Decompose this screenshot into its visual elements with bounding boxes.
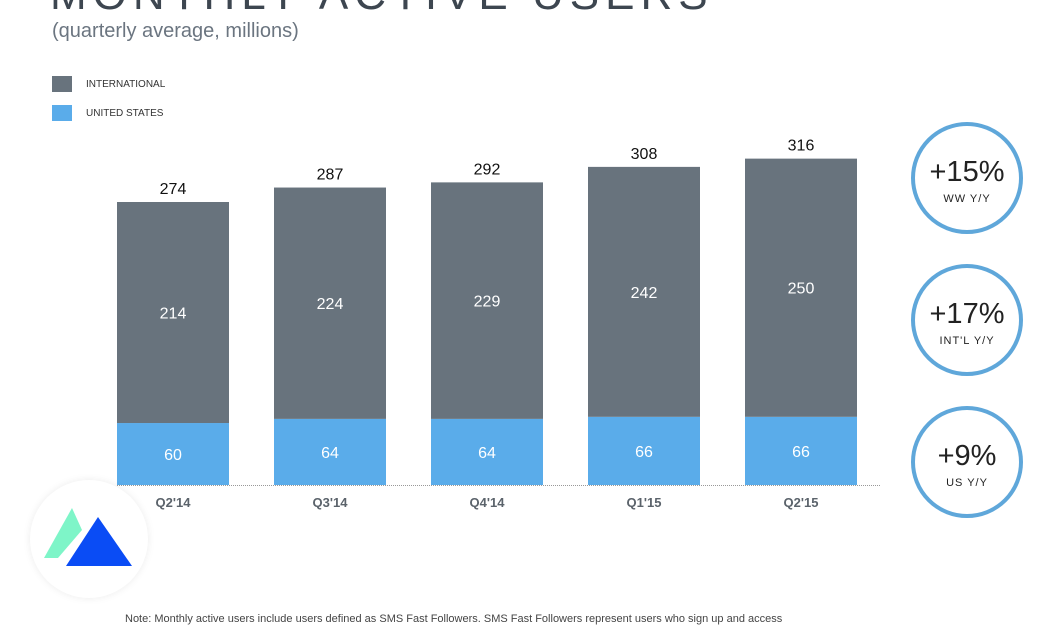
legend-item-united-states: UNITED STATES	[52, 105, 163, 121]
x-tick-label: Q2'14	[156, 495, 192, 510]
data-label-international: 250	[788, 281, 815, 298]
legend-swatch-united-states	[52, 105, 72, 121]
bar-international	[431, 182, 543, 419]
footnote: Note: Monthly active users include users…	[125, 613, 783, 625]
bar-united-states	[274, 418, 386, 485]
bar-united-states	[117, 423, 229, 485]
bar-international	[117, 202, 229, 424]
data-label-united-states: 66	[635, 444, 653, 461]
chart-subtitle: (quarterly average, millions)	[52, 20, 299, 42]
logo-icon	[44, 508, 132, 566]
callout-value: +15%	[930, 156, 1005, 188]
app-logo	[30, 480, 148, 598]
callout-ring	[911, 264, 1023, 376]
legend-item-international: INTERNATIONAL	[52, 76, 165, 92]
legend-label: INTERNATIONAL	[86, 78, 166, 90]
x-tick-label: Q2'15	[784, 495, 819, 510]
x-tick-label: Q1'15	[627, 495, 662, 510]
callout-value: +17%	[930, 298, 1005, 330]
bar-united-states	[588, 416, 700, 485]
callout-label: US Y/Y	[946, 477, 988, 489]
callout-label: INT'L Y/Y	[939, 335, 994, 347]
data-label-international: 242	[631, 285, 658, 302]
data-label-international: 214	[160, 306, 187, 323]
data-label-united-states: 64	[478, 445, 496, 462]
data-label-international: 224	[317, 296, 344, 313]
bar-international	[745, 158, 857, 417]
x-tick-label: Q3'14	[313, 495, 349, 510]
data-label-united-states: 64	[321, 445, 339, 462]
x-tick-label: Q4'14	[470, 495, 506, 510]
bar-international	[274, 187, 386, 419]
data-label-total: 292	[474, 161, 501, 178]
data-label-total: 308	[631, 146, 658, 163]
legend-swatch-international	[52, 76, 72, 92]
data-label-total: 287	[317, 167, 344, 184]
callout-ring	[911, 406, 1023, 518]
legend-label: UNITED STATES	[86, 107, 164, 119]
data-label-united-states: 60	[164, 447, 182, 464]
bar-united-states	[431, 418, 543, 485]
data-label-united-states: 66	[792, 444, 810, 461]
callout-label: WW Y/Y	[943, 193, 990, 205]
bar-international	[588, 166, 700, 417]
bar-united-states	[745, 416, 857, 485]
chart-title: MONTHLY ACTIVE USERS	[50, 0, 714, 20]
data-label-total: 316	[788, 138, 815, 155]
data-label-total: 274	[160, 181, 187, 198]
data-label-international: 229	[474, 294, 501, 311]
callout-value: +9%	[938, 440, 997, 472]
callout-ring	[911, 122, 1023, 234]
